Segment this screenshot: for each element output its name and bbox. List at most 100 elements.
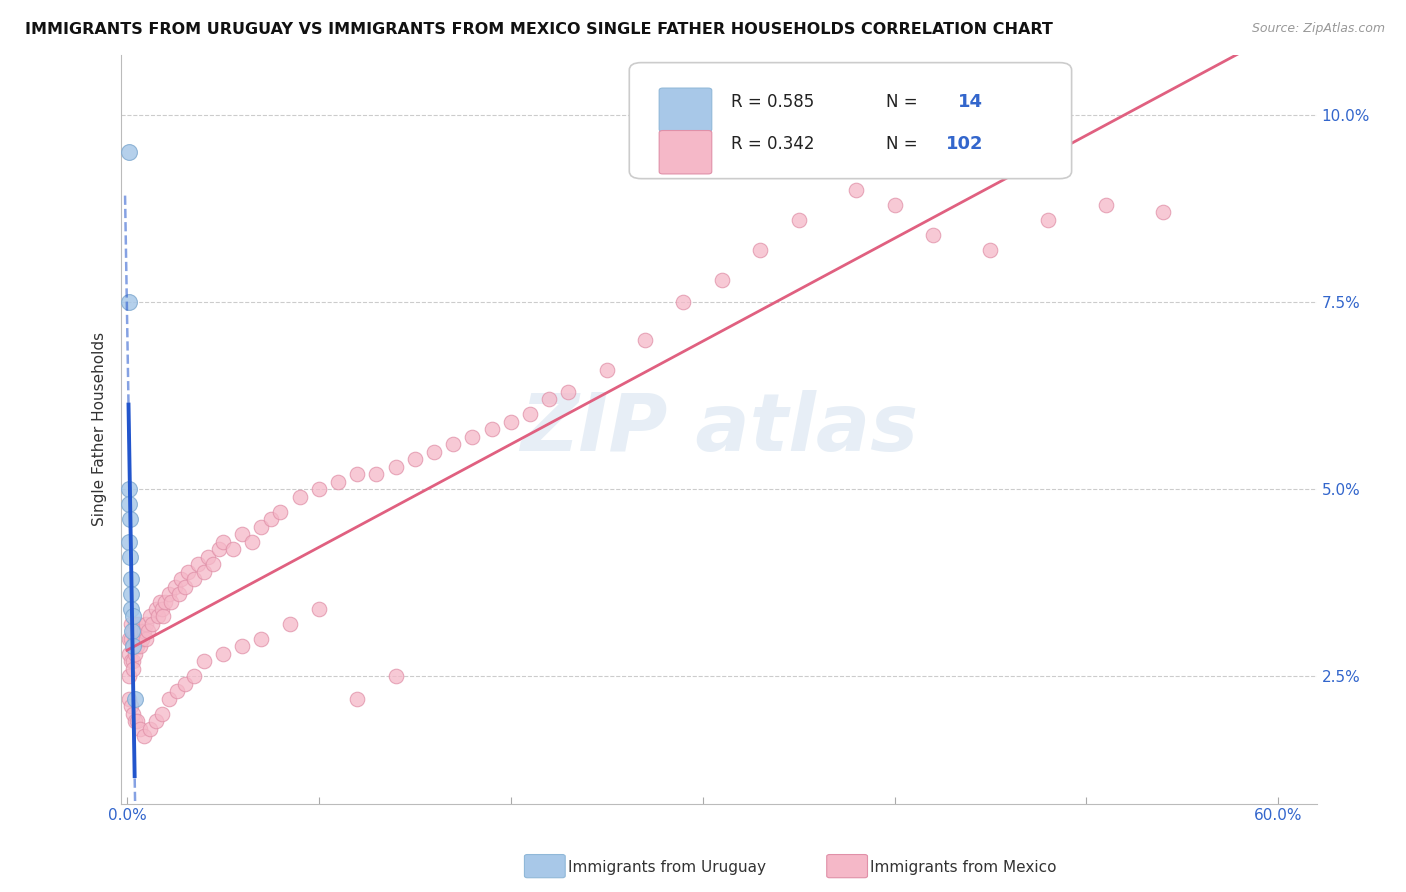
Point	[118, 482, 141, 496]
Point	[538, 392, 561, 407]
Text: N =: N =	[886, 93, 918, 111]
Point	[749, 243, 772, 257]
Point	[121, 654, 143, 668]
Point	[173, 677, 195, 691]
Point	[124, 632, 146, 646]
Point	[118, 512, 141, 526]
Point	[139, 722, 162, 736]
Text: Immigrants from Uruguay: Immigrants from Uruguay	[568, 860, 766, 874]
Point	[1094, 198, 1116, 212]
Point	[366, 467, 388, 482]
Point	[288, 490, 311, 504]
Point	[141, 617, 163, 632]
Text: ZIP atlas: ZIP atlas	[520, 391, 918, 468]
Point	[308, 482, 330, 496]
Point	[1036, 212, 1059, 227]
Point	[212, 534, 235, 549]
Point	[231, 527, 253, 541]
Point	[145, 714, 167, 729]
Point	[170, 572, 193, 586]
Point	[157, 691, 180, 706]
Point	[131, 632, 153, 646]
Point	[118, 632, 141, 646]
Text: Immigrants from Mexico: Immigrants from Mexico	[870, 860, 1057, 874]
Point	[423, 445, 446, 459]
Point	[177, 565, 200, 579]
Point	[124, 647, 146, 661]
Point	[150, 706, 173, 721]
Point	[481, 422, 503, 436]
Point	[120, 699, 142, 714]
Point	[231, 640, 253, 654]
Point	[124, 617, 146, 632]
Point	[125, 640, 148, 654]
Point	[121, 624, 143, 639]
Text: N =: N =	[886, 135, 918, 153]
Point	[221, 542, 243, 557]
Text: 14: 14	[957, 93, 983, 111]
Point	[125, 624, 148, 639]
Point	[120, 572, 142, 586]
Point	[269, 505, 291, 519]
Point	[125, 714, 148, 729]
Point	[202, 557, 225, 571]
Point	[193, 565, 215, 579]
Point	[883, 198, 905, 212]
Point	[557, 384, 579, 399]
Point	[260, 512, 283, 526]
Point	[145, 602, 167, 616]
Point	[167, 587, 190, 601]
Point	[135, 632, 157, 646]
Point	[634, 333, 657, 347]
Point	[121, 662, 143, 676]
FancyBboxPatch shape	[630, 62, 1071, 178]
Point	[384, 459, 406, 474]
Point	[136, 624, 159, 639]
Point	[187, 557, 209, 571]
Text: Source: ZipAtlas.com: Source: ZipAtlas.com	[1251, 22, 1385, 36]
Point	[149, 594, 172, 608]
Point	[129, 624, 152, 639]
Point	[120, 602, 142, 616]
Point	[120, 587, 142, 601]
Point	[118, 647, 141, 661]
Point	[127, 632, 149, 646]
Text: IMMIGRANTS FROM URUGUAY VS IMMIGRANTS FROM MEXICO SINGLE FATHER HOUSEHOLDS CORRE: IMMIGRANTS FROM URUGUAY VS IMMIGRANTS FR…	[25, 22, 1053, 37]
Text: R = 0.342: R = 0.342	[731, 135, 814, 153]
Point	[710, 273, 733, 287]
Point	[134, 729, 156, 743]
Point	[150, 602, 173, 616]
Point	[157, 587, 180, 601]
Point	[845, 183, 868, 197]
Y-axis label: Single Father Households: Single Father Households	[93, 333, 107, 526]
Point	[326, 475, 349, 489]
Point	[384, 669, 406, 683]
Text: R = 0.585: R = 0.585	[731, 93, 814, 111]
Point	[120, 654, 142, 668]
Point	[129, 640, 152, 654]
Point	[135, 617, 157, 632]
Point	[308, 602, 330, 616]
Point	[672, 295, 695, 310]
Point	[173, 580, 195, 594]
Point	[197, 549, 219, 564]
Point	[596, 362, 619, 376]
Point	[121, 640, 143, 654]
Text: 102: 102	[946, 135, 984, 153]
Point	[152, 609, 174, 624]
Point	[193, 654, 215, 668]
Point	[118, 691, 141, 706]
Point	[979, 243, 1001, 257]
Point	[183, 669, 205, 683]
Point	[120, 617, 142, 632]
FancyBboxPatch shape	[659, 88, 711, 131]
Point	[250, 632, 273, 646]
Point	[183, 572, 205, 586]
Point	[124, 714, 146, 729]
Point	[499, 415, 522, 429]
Point	[212, 647, 235, 661]
Point	[127, 617, 149, 632]
Point	[117, 295, 139, 310]
Point	[278, 617, 301, 632]
Point	[163, 580, 186, 594]
